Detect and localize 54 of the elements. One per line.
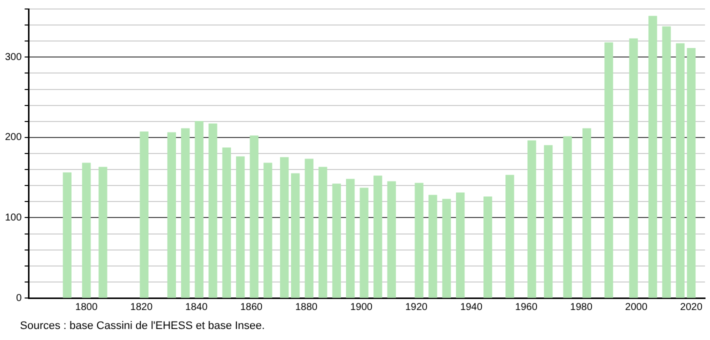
bar — [676, 43, 685, 298]
bar — [505, 174, 514, 298]
bar — [62, 172, 72, 298]
bar — [98, 166, 108, 298]
y-tick-label: 200 — [4, 132, 22, 144]
bar — [442, 198, 451, 298]
bar — [332, 184, 341, 298]
x-tick-label: 1940 — [460, 302, 483, 313]
bar — [360, 188, 368, 298]
bar — [428, 194, 438, 298]
bar — [604, 42, 614, 298]
bar — [374, 176, 382, 298]
bar — [82, 162, 91, 298]
bar — [648, 16, 658, 298]
x-tick-label: 1820 — [130, 302, 153, 313]
x-tick-label: 1800 — [75, 302, 98, 313]
bar — [194, 121, 204, 298]
y-tick-label: 300 — [4, 52, 22, 63]
y-tick-label: 100 — [4, 212, 22, 224]
bar — [222, 148, 231, 298]
bar — [387, 181, 396, 298]
bar — [291, 173, 300, 298]
x-tick-label: 2000 — [625, 302, 648, 313]
bar — [167, 132, 176, 298]
bar — [181, 128, 190, 298]
bar — [527, 140, 536, 298]
x-tick-label: 1880 — [295, 302, 318, 313]
x-tick-label: 1840 — [185, 302, 208, 313]
bar — [563, 136, 572, 298]
x-tick-label: 1920 — [405, 302, 428, 313]
bar — [414, 182, 424, 298]
bar — [304, 158, 314, 298]
bar — [483, 196, 492, 298]
bar — [280, 157, 289, 298]
x-tick-label: 1980 — [570, 302, 593, 313]
x-tick-label: 2020 — [680, 302, 703, 313]
y-tick-label: 0 — [16, 292, 22, 304]
bar — [318, 166, 328, 298]
bar — [264, 162, 272, 298]
source-note: Sources : base Cassini de l'EHESS et base Insee. — [20, 320, 265, 332]
bar — [686, 48, 696, 298]
bar — [346, 178, 355, 298]
x-tick-label: 1960 — [515, 302, 538, 313]
bar — [582, 128, 592, 298]
bar — [140, 131, 148, 298]
bar — [544, 145, 553, 298]
bar — [662, 26, 671, 298]
bar — [629, 38, 638, 298]
bar — [250, 136, 258, 298]
x-tick-label: 1900 — [350, 302, 373, 313]
bar — [456, 192, 465, 298]
bar — [208, 123, 218, 298]
bar — [236, 156, 245, 298]
x-tick-label: 1860 — [240, 302, 263, 313]
